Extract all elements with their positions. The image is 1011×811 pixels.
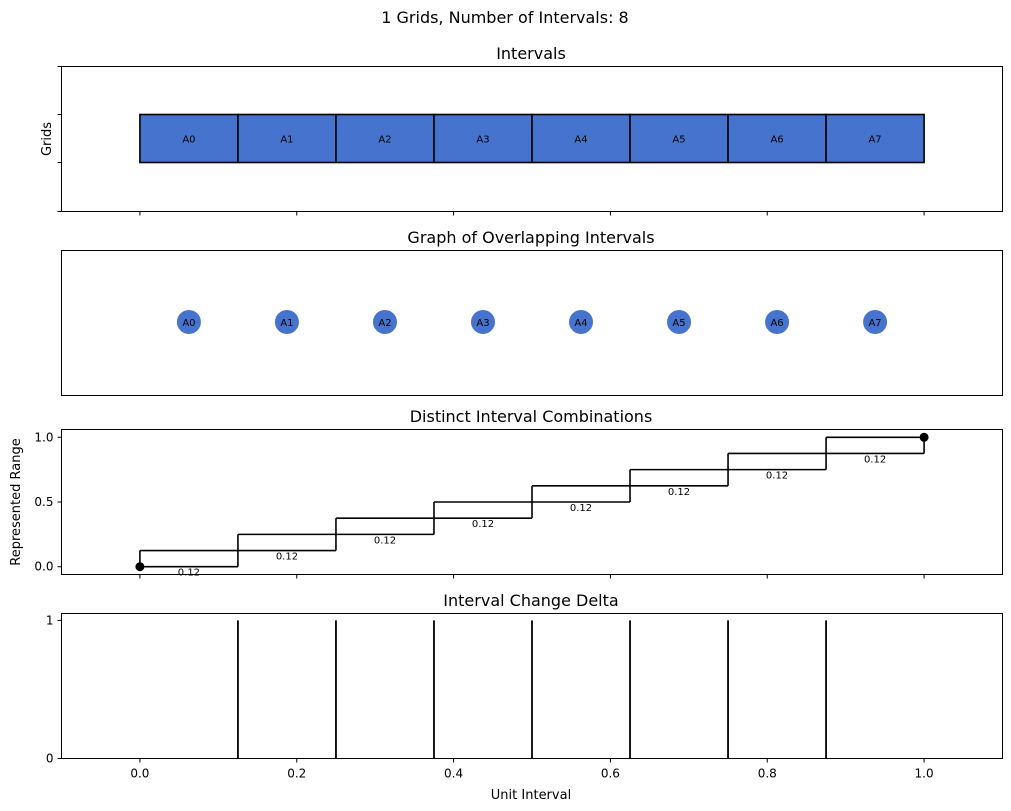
interval-box-a0 (139, 113, 239, 164)
y-tick-label: 0.0 (34, 560, 53, 574)
panel-intervals-ylabel: Grids (40, 122, 55, 156)
panel-intervals-title: Intervals (496, 44, 566, 63)
x-tick-label: 0.0 (130, 767, 149, 781)
x-tick-label: 1.0 (915, 767, 934, 781)
interval-box-a1 (237, 113, 337, 164)
step-width-label: 0.12 (668, 487, 690, 498)
step-width-label: 0.12 (178, 568, 200, 579)
x-axis-label: Unit Interval (491, 788, 571, 803)
x-tick-label: 0.4 (444, 767, 463, 781)
panel-combinations-title: Distinct Interval Combinations (410, 407, 653, 426)
panel-change-delta-frame (61, 613, 1003, 759)
step-width-label: 0.12 (276, 552, 298, 563)
y-tick-label: 1.0 (34, 430, 53, 444)
panel-combinations-frame (61, 429, 1003, 575)
graph-node-a1 (274, 310, 299, 334)
interval-label: A2 (378, 135, 391, 146)
panel-intervals: Intervals Grids A0 A1 A2 A3 A4 A5 A6 A7 (40, 44, 1003, 216)
interval-label: A6 (770, 135, 783, 146)
graph-node-label: A0 (182, 318, 195, 329)
panel-overlap-graph-frame (61, 250, 1003, 396)
graph-node-a7 (863, 310, 888, 334)
interval-label: A3 (476, 135, 489, 146)
graph-node-label: A5 (672, 318, 685, 329)
panel-change-delta: Interval Change Delta 0 1 0.0 0.2 0.4 0.6 0.8 1… (46, 591, 1003, 803)
figure-suptitle: 1 Grids, Number of Intervals: 8 (381, 8, 628, 27)
panel-combinations: Distinct Interval Combinations Represent… (9, 407, 1003, 579)
interval-box-a2 (335, 113, 435, 164)
interval-label: A0 (182, 135, 195, 146)
interval-box-a5 (629, 113, 729, 164)
panel-overlap-graph-title: Graph of Overlapping Intervals (407, 228, 654, 247)
x-tick-label: 0.2 (287, 767, 306, 781)
step-width-label: 0.12 (472, 519, 494, 530)
interval-box-a7 (825, 113, 925, 164)
x-tick-label: 0.6 (601, 767, 620, 781)
panel-intervals-frame (61, 66, 1003, 212)
graph-node-label: A4 (574, 318, 587, 329)
graph-node-a3 (470, 310, 495, 334)
graph-node-a2 (372, 310, 397, 334)
endpoint-marker (919, 432, 929, 442)
panel-overlap-graph: Graph of Overlapping Intervals A0 A1 A2 A3 A… (61, 228, 1003, 396)
y-tick-label: 0.5 (34, 495, 53, 509)
step-width-label: 0.12 (570, 503, 592, 514)
interval-box-a6 (727, 113, 827, 164)
y-tick-label: 1 (46, 613, 54, 627)
graph-node-label: A6 (770, 318, 783, 329)
graph-node-a0 (176, 310, 201, 334)
interval-box-a4 (531, 113, 631, 164)
graph-node-label: A2 (378, 318, 391, 329)
interval-label: A4 (574, 135, 587, 146)
interval-label: A7 (868, 135, 881, 146)
interval-label: A1 (280, 135, 293, 146)
graph-node-label: A1 (280, 318, 293, 329)
endpoint-marker (135, 562, 145, 572)
step-width-label: 0.12 (864, 454, 886, 465)
y-tick-label: 0 (46, 752, 54, 766)
step-width-label: 0.12 (766, 471, 788, 482)
graph-node-a6 (765, 310, 790, 334)
panel-change-delta-title: Interval Change Delta (443, 591, 618, 610)
panel-combinations-ylabel: Represented Range (9, 438, 24, 565)
graph-node-label: A7 (868, 318, 881, 329)
graph-node-a5 (667, 310, 692, 334)
graph-node-a4 (569, 310, 594, 334)
interval-label: A5 (672, 135, 685, 146)
x-tick-label: 0.8 (758, 767, 777, 781)
graph-node-label: A3 (476, 318, 489, 329)
step-width-label: 0.12 (374, 535, 396, 546)
